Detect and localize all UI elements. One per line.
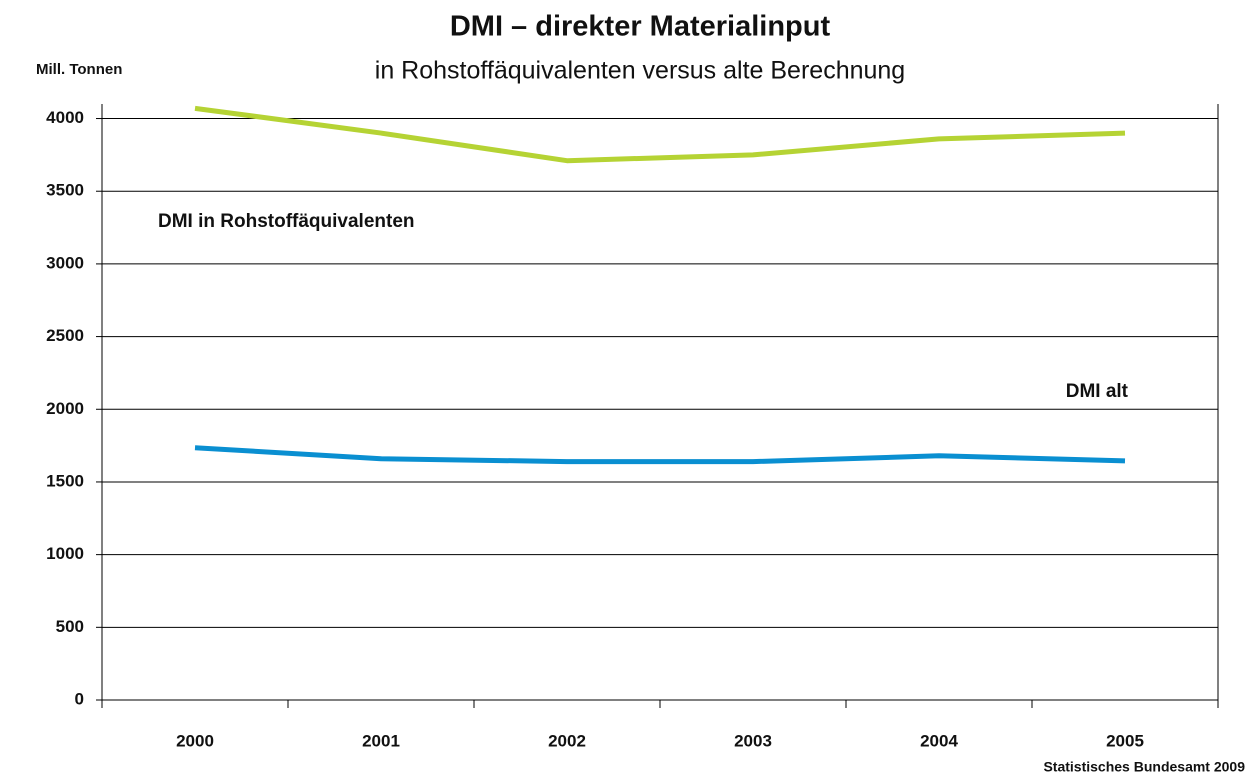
y-axis-label: Mill. Tonnen [36,61,122,78]
series-label: DMI in Rohstoffäquivalenten [158,211,415,232]
y-tick-label: 4000 [46,108,84,127]
y-tick-label: 1000 [46,544,84,563]
data-line [194,445,1126,465]
data-line [194,105,1126,164]
x-tick-label: 2001 [362,731,400,750]
y-tick-label: 3000 [46,253,84,272]
x-tick-label: 2000 [176,731,214,750]
source: Statistisches Bundesamt 2009 [1043,759,1245,775]
y-tick-label: 500 [56,617,84,636]
chart-subtitle: in Rohstoffäquivalenten versus alte Bere… [375,57,905,85]
y-tick-label: 0 [75,689,84,708]
x-tick-label: 2002 [548,731,586,750]
chart-title: DMI – direkter Materialinput [450,11,831,43]
y-tick-label: 3500 [46,181,84,200]
x-tick-label: 2003 [734,731,772,750]
y-tick-label: 2000 [46,399,84,418]
y-tick-label: 1500 [46,471,84,490]
x-tick-label: 2005 [1106,731,1144,750]
y-tick-label: 2500 [46,326,84,345]
x-tick-label: 2004 [920,731,958,750]
series-label: DMI alt [1066,381,1129,402]
